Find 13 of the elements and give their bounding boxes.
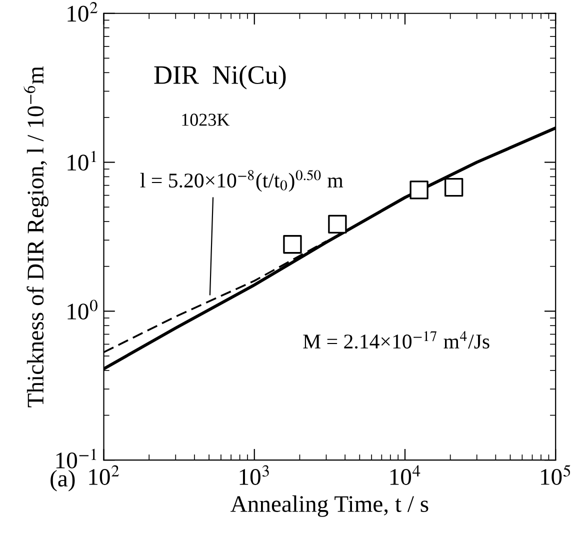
y-tick-label: 10$^{2}$ bbox=[68, 2, 98, 22]
x-tick-label: 10$^{4}$ bbox=[390, 465, 420, 485]
annotation: DIR Ni(Cu) bbox=[154, 65, 286, 90]
x-tick-label: 10$^{3}$ bbox=[240, 465, 269, 485]
y-tick-label: 10$^{0}$ bbox=[68, 300, 98, 320]
annotation: M = 2.14×10$^{−17}$ m$^{4}$/Js bbox=[303, 331, 490, 349]
annotation: l = 5.20×10$^{−8}$(t/t$_{0}$)$^{0.50}$ m bbox=[140, 170, 344, 192]
annotation: 1023K bbox=[182, 114, 230, 126]
text: (a) bbox=[50, 470, 75, 492]
x-axis-title: Annealing Time, t / s bbox=[230, 495, 428, 517]
y-tick-label: 10$^{1}$ bbox=[68, 150, 96, 171]
y-axis-title: Thickness of DIR Region, l / 10$^{−6}$m bbox=[24, 66, 48, 408]
x-tick-label: 10$^{5}$ bbox=[541, 464, 570, 485]
